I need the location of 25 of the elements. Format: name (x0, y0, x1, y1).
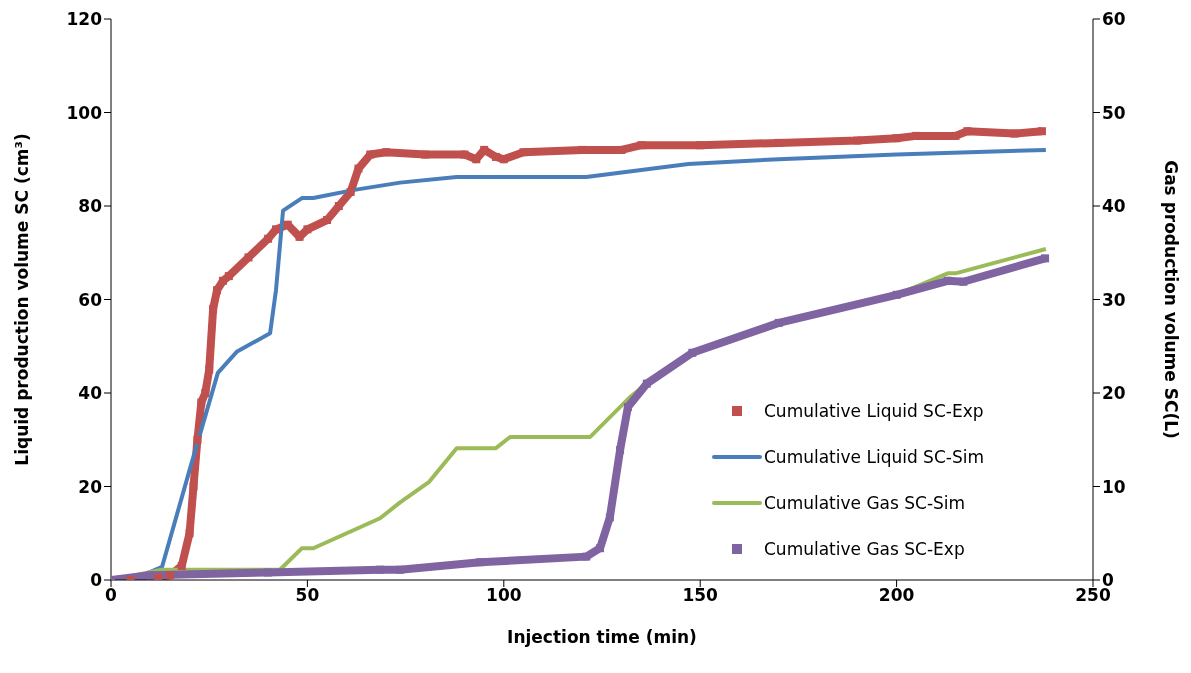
y-tick-label: 40 (78, 383, 103, 404)
y-tick-label: 100 (66, 102, 103, 123)
y2-tick-label: 20 (1102, 383, 1126, 404)
y2-tick-label: 60 (1102, 9, 1126, 30)
y-tick-label: 20 (78, 476, 103, 497)
legend-label: Cumulative Liquid SC-Exp (764, 401, 984, 421)
x-axis-title: Injection time (min) (507, 627, 697, 647)
y-tick-label: 80 (78, 196, 103, 217)
y2-tick-label: 50 (1102, 102, 1126, 123)
x-tick-label: 0 (105, 585, 118, 606)
y-tick-label: 60 (78, 289, 103, 310)
legend-label: Cumulative Gas SC-Sim (764, 493, 966, 513)
x-tick-label: 200 (878, 585, 915, 606)
y-axis-title: Liquid production volume SC (cm³) (12, 133, 33, 466)
y2-tick-label: 10 (1102, 476, 1126, 497)
y2-tick-label: 40 (1102, 196, 1126, 217)
y-tick-label: 0 (90, 570, 103, 591)
x-tick-label: 150 (682, 585, 719, 606)
legend-label: Cumulative Gas SC-Exp (764, 539, 965, 559)
y2-axis-title: Gas production volume SC(L) (1160, 160, 1181, 439)
x-tick-label: 100 (486, 585, 522, 606)
y2-tick-label: 30 (1102, 289, 1126, 310)
legend-label: Cumulative Liquid SC-Sim (764, 447, 984, 467)
x-tick-label: 50 (295, 585, 320, 606)
y-tick-label: 120 (66, 9, 103, 30)
